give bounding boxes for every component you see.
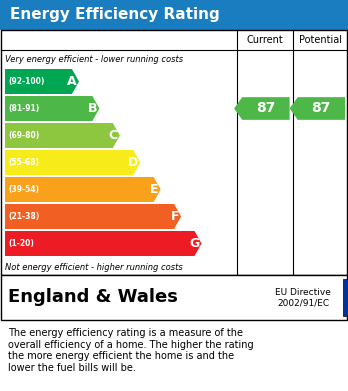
Text: (21-38): (21-38) [8, 212, 39, 221]
Polygon shape [5, 231, 201, 256]
Text: F: F [171, 210, 179, 223]
Polygon shape [234, 97, 290, 120]
Text: G: G [189, 237, 199, 250]
Bar [343, 279, 348, 316]
Polygon shape [5, 123, 120, 148]
Bar [1, 30, 347, 275]
Text: Potential: Potential [299, 35, 342, 45]
Text: (55-68): (55-68) [8, 158, 39, 167]
Text: A: A [68, 75, 77, 88]
Text: C: C [109, 129, 118, 142]
Polygon shape [5, 150, 140, 175]
Text: (92-100): (92-100) [8, 77, 45, 86]
Text: Energy Efficiency Rating: Energy Efficiency Rating [10, 7, 220, 23]
Bar [0, 0, 348, 30]
Polygon shape [5, 177, 161, 202]
Text: Not energy efficient - higher running costs: Not energy efficient - higher running co… [5, 262, 183, 271]
Text: Current: Current [247, 35, 283, 45]
Text: (39-54): (39-54) [8, 185, 39, 194]
Text: 87: 87 [311, 102, 331, 115]
Polygon shape [5, 69, 79, 94]
Polygon shape [5, 96, 100, 121]
Polygon shape [5, 204, 181, 229]
Text: (69-80): (69-80) [8, 131, 39, 140]
Text: EU Directive
2002/91/EC: EU Directive 2002/91/EC [275, 288, 331, 307]
Text: Very energy efficient - lower running costs: Very energy efficient - lower running co… [5, 56, 183, 65]
Text: D: D [128, 156, 138, 169]
Text: (81-91): (81-91) [8, 104, 39, 113]
Text: B: B [88, 102, 97, 115]
Text: 87: 87 [256, 102, 275, 115]
Text: (1-20): (1-20) [8, 239, 34, 248]
Bar [1, 275, 347, 320]
Text: The energy efficiency rating is a measure of the
overall efficiency of a home. T: The energy efficiency rating is a measur… [8, 328, 254, 373]
Polygon shape [290, 97, 345, 120]
Text: E: E [150, 183, 159, 196]
Text: England & Wales: England & Wales [8, 289, 178, 307]
